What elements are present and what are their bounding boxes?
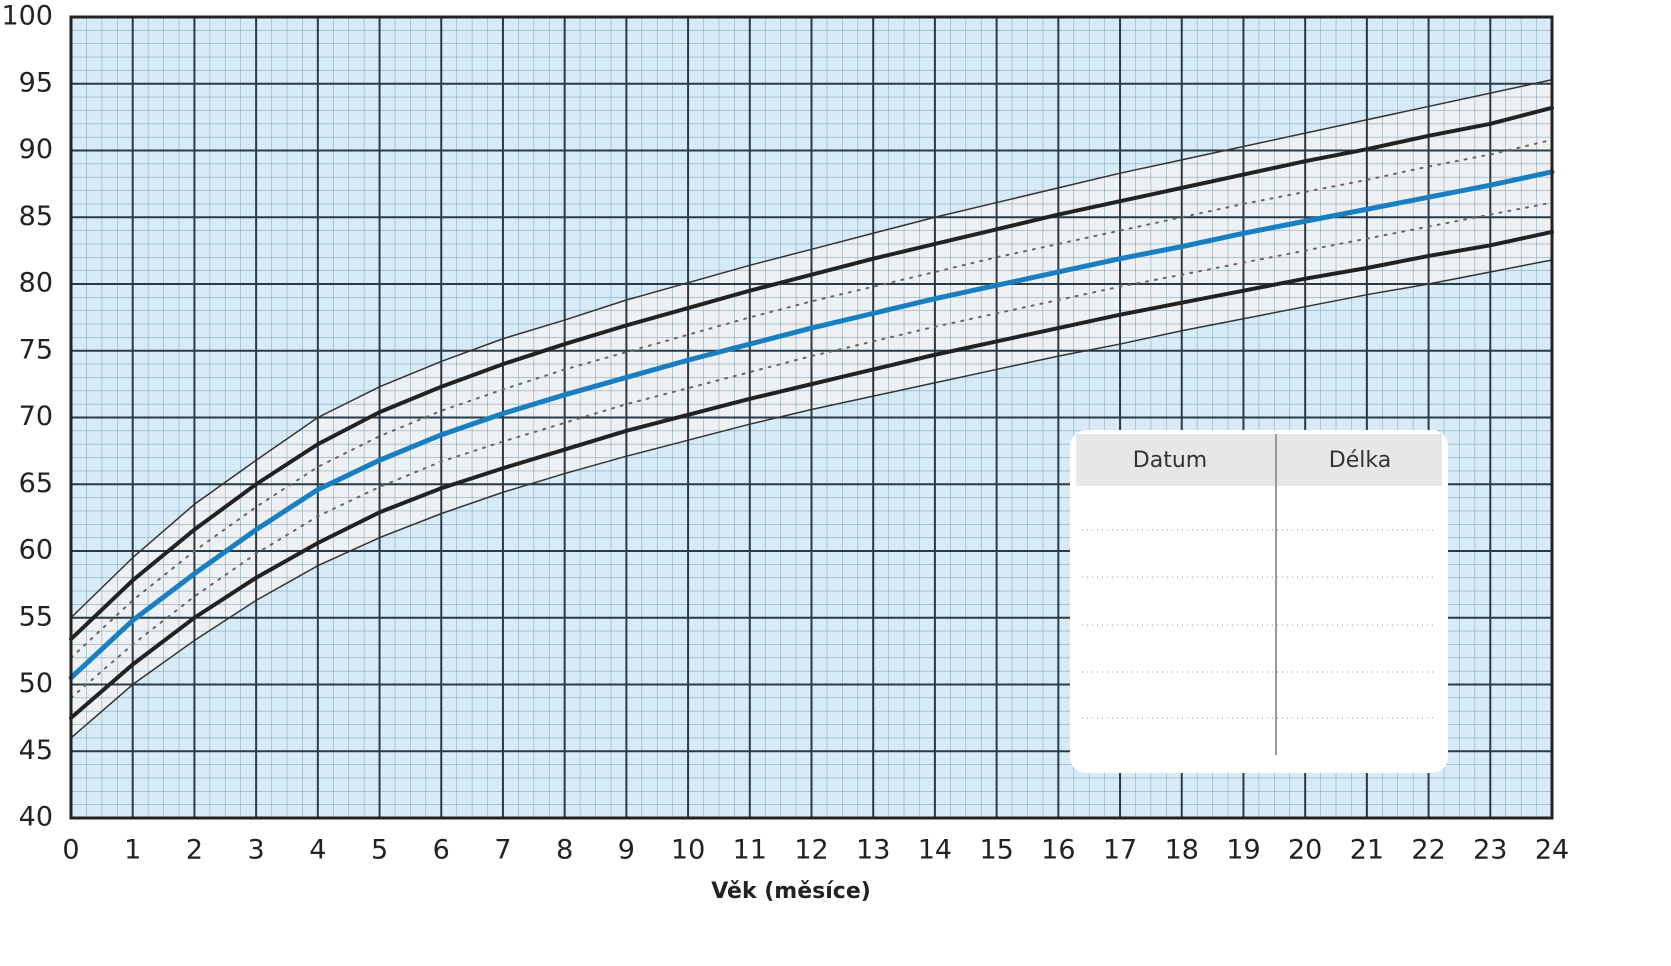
x-tick-label: 17 [1103,835,1137,866]
x-tick-label: 2 [186,835,203,866]
x-tick-label: 7 [494,835,511,866]
x-tick-label: 14 [918,835,952,866]
y-tick-label: 90 [19,134,53,165]
x-tick-label: 11 [733,835,767,866]
curve [69,105,1554,642]
curve [70,201,1553,699]
x-tick-label: 13 [856,835,890,866]
y-tick-label: 65 [19,468,53,499]
y-tick-label: 85 [19,201,53,232]
y-tick-label: 95 [19,67,53,98]
curve [68,169,1555,681]
x-tick-label: 20 [1288,835,1322,866]
x-tick-label: 9 [618,835,635,866]
x-tick-label: 10 [671,835,705,866]
table-header-cell: Délka [1329,448,1391,473]
x-tick-label: 15 [979,835,1013,866]
x-tick-label: 22 [1411,835,1445,866]
x-tick-label: 12 [794,835,828,866]
y-tick-label: 70 [19,401,53,432]
x-tick-label: 23 [1473,835,1507,866]
y-tick-label: 40 [19,802,53,833]
y-tick-label: 55 [19,601,53,632]
x-tick-label: 19 [1226,835,1260,866]
x-tick-label: 3 [248,835,265,866]
table-header [1076,434,1442,486]
y-tick-label: 45 [19,735,53,766]
x-axis-label: Věk (měsíce) [711,879,871,904]
x-tick-label: 24 [1535,835,1569,866]
plot-frame [69,15,1554,820]
x-tick-label: 8 [556,835,573,866]
curve [69,229,1554,720]
x-tick-label: 4 [309,835,326,866]
y-tick-label: 50 [19,668,53,699]
x-tick-label: 1 [124,835,141,866]
record-table [1070,430,1448,773]
y-tick-label: 75 [19,334,53,365]
y-tick-label: 100 [1,1,53,32]
curve [70,138,1553,659]
y-tick-label: 80 [19,268,53,299]
x-tick-label: 21 [1350,835,1384,866]
x-tick-label: 18 [1165,835,1199,866]
x-tick-label: 16 [1041,835,1075,866]
x-tick-label: 6 [433,835,450,866]
curve [70,259,1553,739]
table-header-cell: Datum [1133,448,1207,473]
x-tick-label: 5 [371,835,388,866]
curve [70,78,1553,619]
x-tick-label: 0 [62,835,79,866]
y-tick-label: 60 [19,535,53,566]
